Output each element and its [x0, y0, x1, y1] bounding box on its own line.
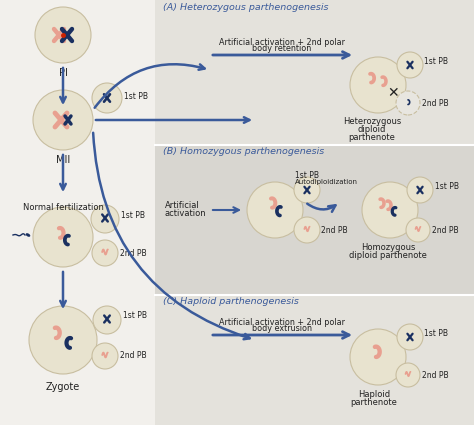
Circle shape	[93, 306, 121, 334]
Text: body retention: body retention	[252, 44, 311, 53]
Text: (B) Homozygous parthenogenesis: (B) Homozygous parthenogenesis	[163, 147, 324, 156]
Circle shape	[91, 205, 119, 233]
Circle shape	[294, 217, 320, 243]
Circle shape	[350, 329, 406, 385]
Text: Artificial activation + 2nd polar: Artificial activation + 2nd polar	[219, 38, 345, 47]
Text: Homozygous: Homozygous	[361, 243, 415, 252]
Circle shape	[407, 177, 433, 203]
Ellipse shape	[26, 233, 30, 237]
Text: Heterozygous: Heterozygous	[343, 117, 401, 126]
Circle shape	[294, 177, 320, 203]
Text: Artificial: Artificial	[165, 201, 200, 210]
Text: ✕: ✕	[387, 86, 399, 100]
Circle shape	[92, 343, 118, 369]
Circle shape	[396, 91, 420, 115]
Text: 2nd PB: 2nd PB	[120, 351, 146, 360]
Text: diploid: diploid	[358, 125, 386, 134]
Text: 1st PB: 1st PB	[124, 91, 148, 100]
Text: 1st PB: 1st PB	[424, 57, 448, 65]
Text: 2nd PB: 2nd PB	[422, 99, 448, 108]
Text: diploid parthenote: diploid parthenote	[349, 251, 427, 260]
Text: 1st PB: 1st PB	[121, 210, 145, 219]
Text: PI: PI	[59, 68, 67, 78]
Circle shape	[92, 240, 118, 266]
Circle shape	[362, 182, 418, 238]
Text: activation: activation	[165, 209, 207, 218]
FancyBboxPatch shape	[0, 0, 155, 425]
Text: (A) Heterozygous parthenogenesis: (A) Heterozygous parthenogenesis	[163, 3, 328, 12]
Text: 1st PB: 1st PB	[123, 312, 147, 320]
Text: Haploid: Haploid	[358, 390, 390, 399]
Circle shape	[29, 306, 97, 374]
Circle shape	[92, 83, 122, 113]
Text: 2nd PB: 2nd PB	[432, 226, 459, 235]
Text: Zygote: Zygote	[46, 382, 80, 392]
Text: 2nd PB: 2nd PB	[321, 226, 347, 235]
Circle shape	[35, 7, 91, 63]
Circle shape	[397, 324, 423, 350]
Text: parthenote: parthenote	[351, 398, 397, 407]
Text: 2nd PB: 2nd PB	[120, 249, 146, 258]
Text: MII: MII	[56, 155, 70, 165]
Text: (C) Haploid parthenogenesis: (C) Haploid parthenogenesis	[163, 297, 299, 306]
Circle shape	[247, 182, 303, 238]
Circle shape	[396, 363, 420, 387]
FancyBboxPatch shape	[155, 295, 474, 425]
Text: body extrusion: body extrusion	[252, 324, 312, 333]
Text: 1st PB: 1st PB	[424, 329, 448, 337]
Text: Artificial activation + 2nd polar: Artificial activation + 2nd polar	[219, 318, 345, 327]
Circle shape	[350, 57, 406, 113]
Circle shape	[33, 90, 93, 150]
Text: parthenote: parthenote	[348, 133, 395, 142]
FancyBboxPatch shape	[155, 145, 474, 295]
Text: Normal fertilization: Normal fertilization	[23, 203, 103, 212]
Text: 2nd PB: 2nd PB	[422, 371, 448, 380]
Text: 1st PB: 1st PB	[295, 170, 319, 179]
FancyBboxPatch shape	[155, 0, 474, 145]
Circle shape	[33, 207, 93, 267]
Circle shape	[397, 52, 423, 78]
Text: Autodiploidization: Autodiploidization	[295, 179, 358, 185]
Circle shape	[406, 218, 430, 242]
Text: 1st PB: 1st PB	[435, 181, 459, 190]
